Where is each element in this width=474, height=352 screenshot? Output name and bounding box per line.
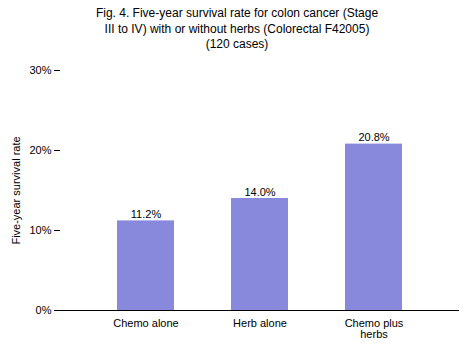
svg-text:11.2%: 11.2%: [131, 208, 162, 220]
svg-text:Chemo plusherbs: Chemo plusherbs: [345, 317, 404, 340]
svg-text:0%: 0%: [36, 304, 52, 316]
svg-text:30%: 30%: [29, 64, 51, 76]
svg-text:Chemo alone: Chemo alone: [113, 317, 178, 329]
svg-text:20.8%: 20.8%: [358, 131, 389, 143]
svg-text:20%: 20%: [29, 144, 51, 156]
svg-text:Herb alone: Herb alone: [233, 317, 287, 329]
svg-text:Five-year survival rate: Five-year survival rate: [10, 136, 22, 244]
html-text:Fig. 4. Five-year survival rat: Fig. 4. Five-year survival rate for colo…: [95, 6, 379, 52]
svg-text:10%: 10%: [29, 224, 51, 236]
svg-text:14.0%: 14.0%: [244, 185, 275, 197]
